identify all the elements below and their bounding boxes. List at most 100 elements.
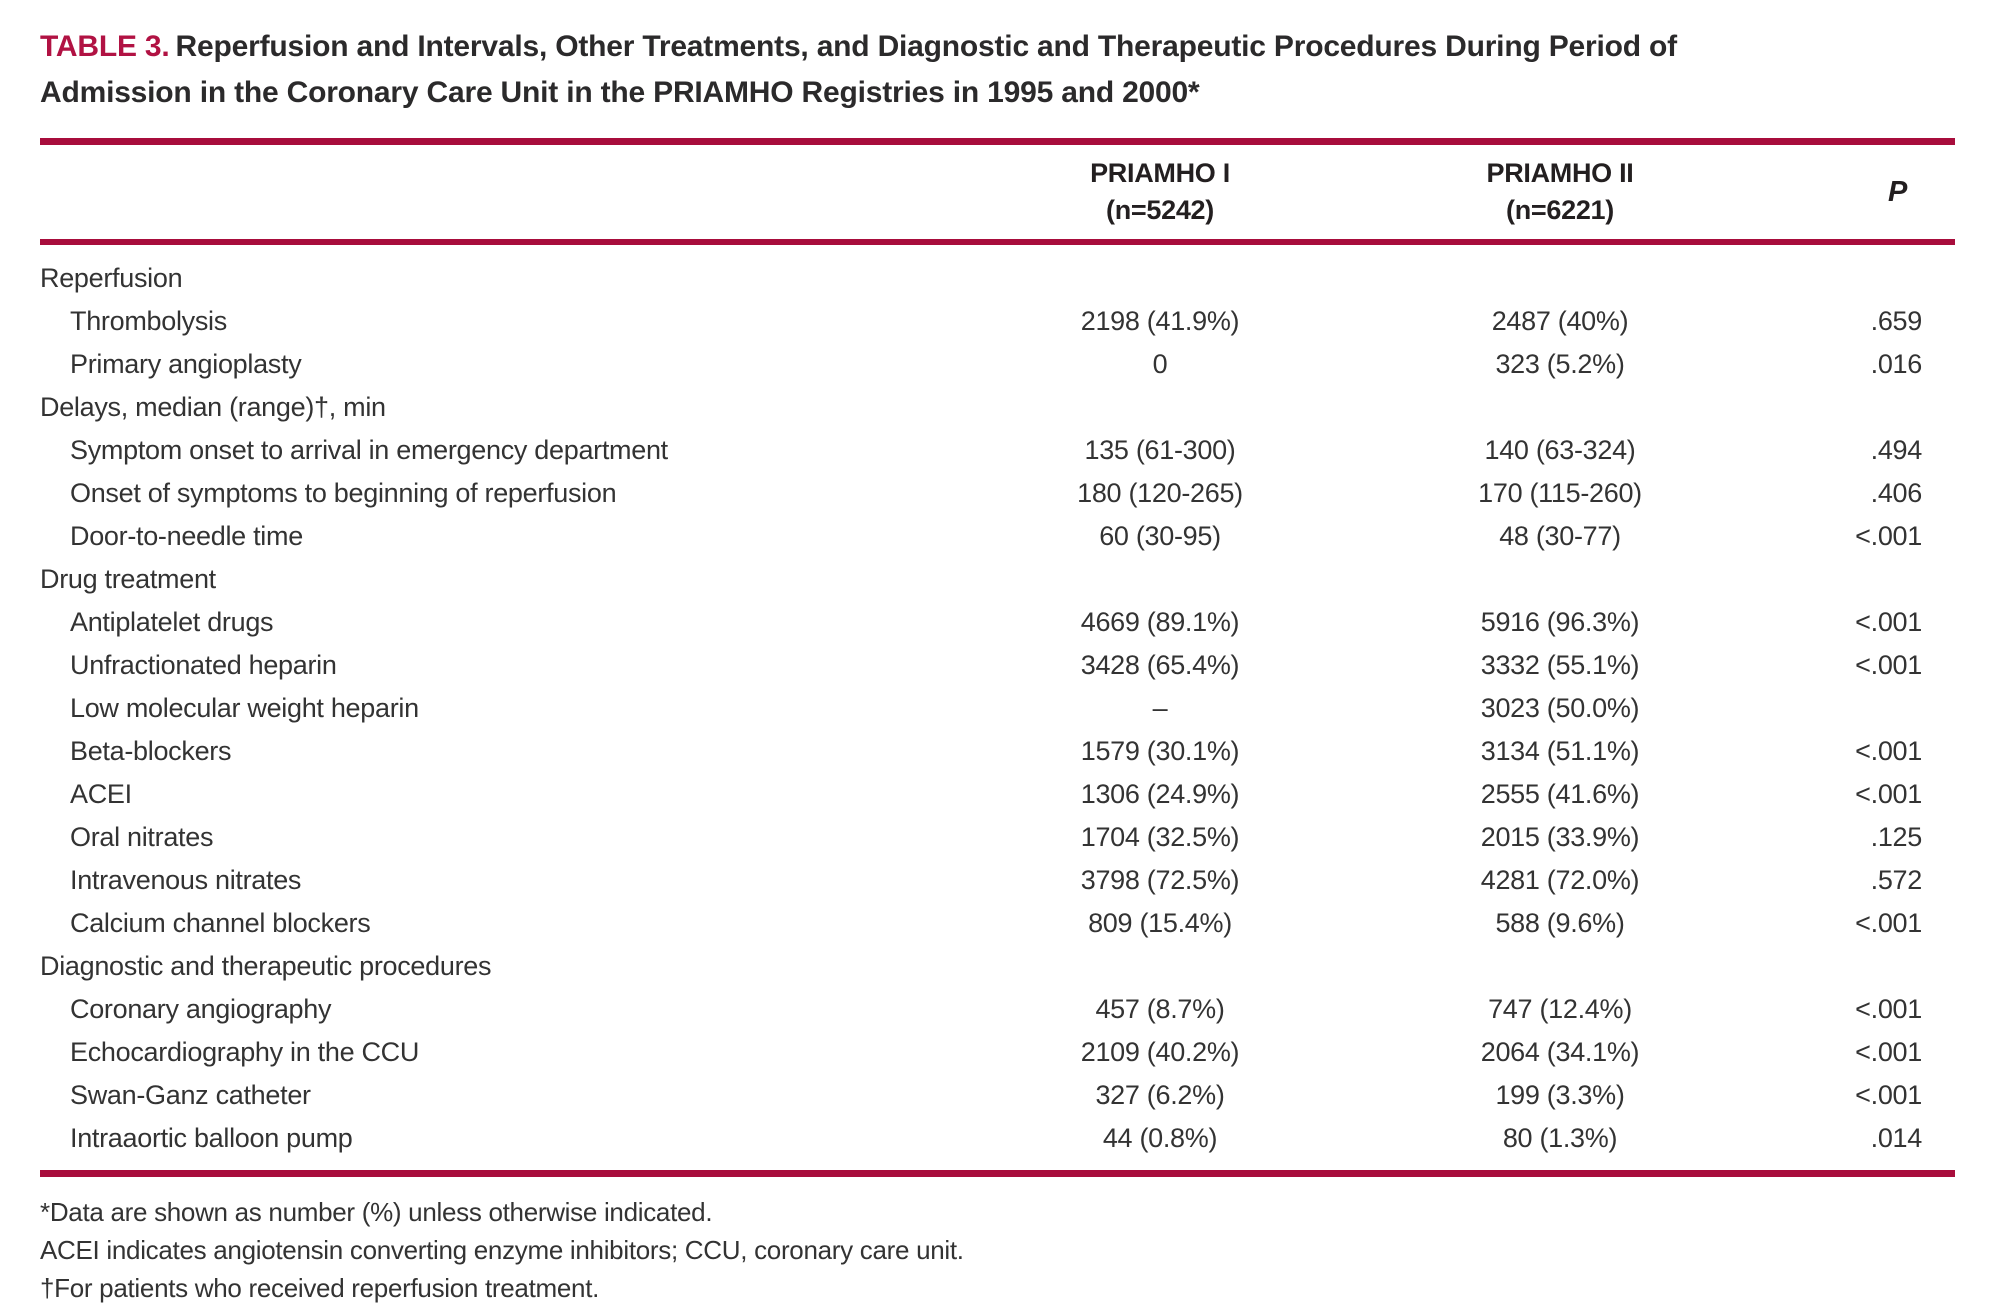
table-row: Primary angioplasty 0 323 (5.2%) .016 (40, 343, 1955, 386)
row-label-cell: Swan-Ganz catheter (40, 1080, 960, 1111)
top-rule (40, 138, 1955, 145)
priamho1-value: 1704 (32.5%) (1080, 822, 1240, 852)
priamho2-value: 3023 (50.0%) (1480, 693, 1640, 723)
row-label-cell: Calcium channel blockers (40, 908, 960, 939)
row-label: Calcium channel blockers (70, 908, 371, 938)
p-value: <.001 (1855, 1080, 1922, 1110)
priamho2-value: 3332 (55.1%) (1480, 650, 1640, 680)
table-row: Beta-blockers 1579 (30.1%) 3134 (51.1%) … (40, 730, 1955, 773)
row-label-cell: Door-to-needle time (40, 521, 960, 552)
priamho1-value: 2198 (41.9%) (1080, 306, 1240, 336)
row-label-cell: Primary angioplasty (40, 349, 960, 380)
row-label-cell: Diagnostic and therapeutic procedures (40, 951, 960, 982)
priamho1-value: 327 (6.2%) (1095, 1080, 1225, 1110)
table-row: Calcium channel blockers 809 (15.4%) 588… (40, 902, 1955, 945)
row-label: Door-to-needle time (70, 521, 303, 551)
table-row: Low molecular weight heparin – 3023 (50.… (40, 687, 1955, 730)
priamho2-value: 48 (30-77) (1499, 521, 1621, 551)
row-label-cell: Oral nitrates (40, 822, 960, 853)
row-label: Unfractionated heparin (70, 650, 337, 680)
footnote-dagger: †For patients who received reperfusion t… (40, 1273, 600, 1303)
p-value: <.001 (1855, 779, 1922, 809)
priamho2-value: 5916 (96.3%) (1480, 607, 1640, 637)
table-title: TABLE 3. Reperfusion and Intervals, Other… (40, 24, 1680, 116)
table-row: Unfractionated heparin 3428 (65.4%) 3332… (40, 644, 1955, 687)
row-label-cell: Symptom onset to arrival in emergency de… (40, 435, 960, 466)
priamho1-value: – (1152, 693, 1168, 723)
row-label: Echocardiography in the CCU (70, 1037, 420, 1067)
priamho1-value: 2109 (40.2%) (1080, 1037, 1240, 1067)
row-label-cell: Unfractionated heparin (40, 650, 960, 681)
row-label-cell: Antiplatelet drugs (40, 607, 960, 638)
p-value: <.001 (1855, 908, 1922, 938)
row-label: Reperfusion (40, 263, 183, 293)
row-label-cell: ACEI (40, 779, 960, 810)
row-label: Swan-Ganz catheter (70, 1080, 311, 1110)
row-label: Thrombolysis (70, 306, 227, 336)
priamho1-value: 0 (1152, 349, 1168, 379)
p-value: .406 (1870, 478, 1923, 508)
p-value: .014 (1870, 1123, 1923, 1153)
row-label: Antiplatelet drugs (70, 607, 274, 637)
priamho1-value: 44 (0.8%) (1102, 1123, 1218, 1153)
col-header-priamho1-n: (n=5242) (1106, 195, 1214, 225)
priamho2-value: 2555 (41.6%) (1480, 779, 1640, 809)
footnotes: *Data are shown as number (%) unless oth… (40, 1177, 1955, 1307)
priamho1-value: 3428 (65.4%) (1080, 650, 1240, 680)
priamho2-value: 2064 (34.1%) (1480, 1037, 1640, 1067)
p-value: <.001 (1855, 1037, 1922, 1067)
col-header-priamho1-name: PRIAMHO I (1090, 158, 1230, 188)
table-row: Diagnostic and therapeutic procedures (40, 945, 1955, 988)
priamho1-value: 4669 (89.1%) (1080, 607, 1240, 637)
col-header-priamho2: PRIAMHO II (n=6221) (1360, 155, 1760, 229)
row-label-cell: Coronary angiography (40, 994, 960, 1025)
row-label-cell: Intraaortic balloon pump (40, 1123, 960, 1154)
row-label-cell: Intravenous nitrates (40, 865, 960, 896)
table-row: Door-to-needle time 60 (30-95) 48 (30-77… (40, 515, 1955, 558)
footnote-abbreviations: ACEI indicates angiotensin converting en… (40, 1235, 964, 1265)
row-label: Intraaortic balloon pump (70, 1123, 353, 1153)
priamho2-value: 747 (12.4%) (1488, 994, 1632, 1024)
priamho2-value: 588 (9.6%) (1495, 908, 1625, 938)
priamho1-value: 180 (120-265) (1077, 478, 1243, 508)
p-value: .125 (1870, 822, 1923, 852)
p-value: <.001 (1855, 521, 1922, 551)
priamho1-value: 809 (15.4%) (1088, 908, 1232, 938)
table-row: Drug treatment (40, 558, 1955, 601)
priamho1-value: 1306 (24.9%) (1080, 779, 1240, 809)
table-row: Reperfusion (40, 257, 1955, 300)
table-row: Antiplatelet drugs 4669 (89.1%) 5916 (96… (40, 601, 1955, 644)
col-header-priamho2-name: PRIAMHO II (1486, 158, 1634, 188)
row-label-cell: Low molecular weight heparin (40, 693, 960, 724)
priamho2-value: 170 (115-260) (1478, 478, 1642, 508)
row-label-cell: Reperfusion (40, 263, 960, 294)
priamho1-value: 457 (8.7%) (1095, 994, 1225, 1024)
table-row: Coronary angiography 457 (8.7%) 747 (12.… (40, 988, 1955, 1031)
table-number-label: TABLE 3. (40, 30, 170, 63)
row-label: Symptom onset to arrival in emergency de… (70, 435, 668, 465)
header-rule (40, 239, 1955, 245)
row-label: Coronary angiography (70, 994, 332, 1024)
p-value: <.001 (1855, 650, 1922, 680)
table-row: Echocardiography in the CCU 2109 (40.2%)… (40, 1031, 1955, 1074)
col-header-p: P (1887, 175, 1907, 208)
priamho2-value: 323 (5.2%) (1495, 349, 1625, 379)
p-value: .494 (1870, 435, 1923, 465)
p-value: <.001 (1855, 736, 1922, 766)
row-label: Diagnostic and therapeutic procedures (40, 951, 492, 981)
priamho2-value: 2487 (40%) (1491, 306, 1629, 336)
row-label: ACEI (70, 779, 132, 809)
row-label: Oral nitrates (70, 822, 214, 852)
col-header-priamho2-n: (n=6221) (1506, 195, 1614, 225)
col-header-priamho1: PRIAMHO I (n=5242) (960, 155, 1360, 229)
p-value: .659 (1870, 306, 1923, 336)
row-label-cell: Beta-blockers (40, 736, 960, 767)
priamho2-value: 4281 (72.0%) (1480, 865, 1640, 895)
footnote-data-format: *Data are shown as number (%) unless oth… (40, 1197, 713, 1227)
table-row: Oral nitrates 1704 (32.5%) 2015 (33.9%) … (40, 816, 1955, 859)
priamho1-value: 3798 (72.5%) (1080, 865, 1240, 895)
table-row: Symptom onset to arrival in emergency de… (40, 429, 1955, 472)
priamho2-value: 3134 (51.1%) (1480, 736, 1640, 766)
priamho1-value: 60 (30-95) (1099, 521, 1221, 551)
